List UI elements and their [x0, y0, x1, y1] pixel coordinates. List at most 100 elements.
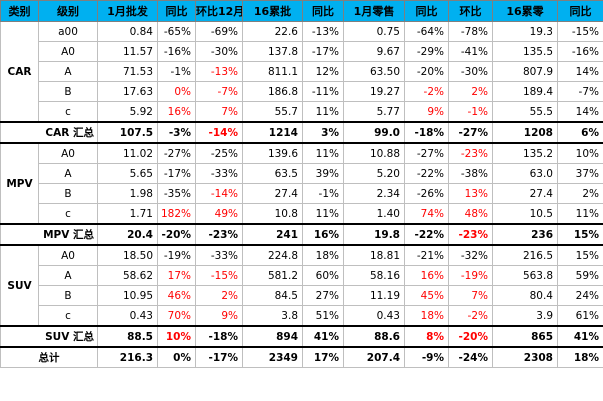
- subtotal-value-cell: -14%: [195, 121, 243, 144]
- subtotal-value-cell: -22%: [404, 223, 449, 246]
- subtotal-value-cell: -27%: [448, 121, 493, 144]
- value-cell: 2%: [195, 285, 243, 306]
- value-cell: 10.5: [492, 203, 558, 225]
- value-cell: 2.34: [343, 183, 405, 204]
- header-category: 类别: [0, 0, 39, 22]
- value-cell: 24%: [557, 285, 603, 306]
- value-cell: -19%: [448, 265, 493, 286]
- value-cell: 0.84: [97, 21, 158, 42]
- value-cell: -16%: [157, 41, 196, 62]
- value-cell: 48%: [448, 203, 493, 225]
- subtotal-value-cell: 865: [492, 325, 558, 348]
- value-cell: -33%: [195, 163, 243, 184]
- level-cell: A: [38, 163, 98, 184]
- level-cell: A: [38, 61, 98, 82]
- table-row: c 1.71 182% 49% 10.8 11% 1.40 74% 48% 10.5 11%: [1, 203, 603, 225]
- value-cell: 11.57: [97, 41, 158, 62]
- value-cell: 63.0: [492, 163, 558, 184]
- value-cell: 16%: [157, 101, 196, 123]
- subtotal-label: CAR 汇总: [0, 121, 98, 144]
- value-cell: -1%: [448, 101, 493, 123]
- subtotal-value-cell: 1214: [242, 121, 303, 144]
- value-cell: 55.7: [242, 101, 303, 123]
- value-cell: -1%: [302, 183, 344, 204]
- value-cell: 216.5: [492, 244, 558, 266]
- table-row: A 5.65 -17% -33% 63.5 39% 5.20 -22% -38% 63.0 37%: [1, 163, 603, 184]
- value-cell: 17%: [157, 265, 196, 286]
- value-cell: -65%: [157, 21, 196, 42]
- value-cell: 1.40: [343, 203, 405, 225]
- value-cell: -17%: [157, 163, 196, 184]
- table-row: B 1.98 -35% -14% 27.4 -1% 2.34 -26% 13% 27.4 2%: [1, 183, 603, 204]
- value-cell: 70%: [157, 305, 196, 327]
- value-cell: 563.8: [492, 265, 558, 286]
- total-value-cell: 2308: [492, 346, 558, 368]
- value-cell: -69%: [195, 21, 243, 42]
- level-cell: c: [38, 203, 98, 225]
- level-cell: c: [38, 305, 98, 327]
- total-value-cell: -24%: [448, 346, 493, 368]
- value-cell: 10.95: [97, 285, 158, 306]
- table-row: MPV A0 11.02 -27% -25% 139.6 11% 10.88 -27% -23% 1…: [0, 142, 603, 225]
- subtotal-value-cell: 6%: [557, 121, 603, 144]
- value-cell: 37%: [557, 163, 603, 184]
- value-cell: 12%: [302, 61, 344, 82]
- value-cell: 74%: [404, 203, 449, 225]
- subtotal-value-cell: 894: [242, 325, 303, 348]
- value-cell: 2%: [557, 183, 603, 204]
- table-body: CAR a00 0.84 -65% -69% 22.6 -13% 0.75 -64% -78% 19…: [0, 21, 603, 368]
- total-value-cell: 2349: [242, 346, 303, 368]
- value-cell: 58.16: [343, 265, 405, 286]
- category-cell: CAR: [0, 21, 39, 123]
- subtotal-value-cell: -18%: [195, 325, 243, 348]
- value-cell: -16%: [557, 41, 603, 62]
- subtotal-value-cell: 1208: [492, 121, 558, 144]
- value-cell: 5.65: [97, 163, 158, 184]
- value-cell: 63.50: [343, 61, 405, 82]
- value-cell: -27%: [157, 142, 196, 164]
- value-cell: -21%: [404, 244, 449, 266]
- subtotal-value-cell: -23%: [195, 223, 243, 246]
- value-cell: 11%: [302, 142, 344, 164]
- subtotal-value-cell: 88.5: [97, 325, 158, 348]
- subtotal-row: SUV 汇总 88.5 10% -18% 894 41% 88.6 8% -20% 865 41%: [0, 325, 603, 348]
- value-cell: 7%: [448, 285, 493, 306]
- header-2016-cumulative-wholesale: 16累批: [242, 0, 303, 22]
- header-jan-retail: 1月零售: [343, 0, 405, 22]
- value-cell: -19%: [157, 244, 196, 266]
- subtotal-value-cell: 41%: [302, 325, 344, 348]
- value-cell: 581.2: [242, 265, 303, 286]
- subtotal-value-cell: 3%: [302, 121, 344, 144]
- value-cell: -25%: [195, 142, 243, 164]
- value-cell: 10.88: [343, 142, 405, 164]
- value-cell: -29%: [404, 41, 449, 62]
- total-value-cell: 0%: [157, 346, 196, 368]
- value-cell: 55.5: [492, 101, 558, 123]
- value-cell: 811.1: [242, 61, 303, 82]
- header-level: 级别: [38, 0, 98, 22]
- table-row: c 5.92 16% 7% 55.7 11% 5.77 9% -1% 55.5 14%: [1, 101, 603, 123]
- subtotal-value-cell: 16%: [302, 223, 344, 246]
- table-row: CAR a00 0.84 -65% -69% 22.6 -13% 0.75 -64% -78% 19…: [0, 21, 603, 123]
- subtotal-value-cell: 99.0: [343, 121, 405, 144]
- value-cell: -20%: [404, 61, 449, 82]
- subtotal-label: MPV 汇总: [0, 223, 98, 246]
- table-row: c 0.43 70% 9% 3.8 51% 0.43 18% -2% 3.9 61%: [1, 305, 603, 327]
- subtotal-value-cell: -23%: [448, 223, 493, 246]
- value-cell: 224.8: [242, 244, 303, 266]
- total-row: 总计 216.3 0% -17% 2349 17% 207.4 -9% -24% 2308 18%: [0, 346, 603, 368]
- value-cell: 18.81: [343, 244, 405, 266]
- value-cell: 5.20: [343, 163, 405, 184]
- level-cell: A0: [38, 41, 98, 62]
- total-value-cell: -9%: [404, 346, 449, 368]
- value-cell: 3.8: [242, 305, 303, 327]
- subtotal-value-cell: -18%: [404, 121, 449, 144]
- header-yoy-wholesale: 同比: [157, 0, 196, 22]
- value-cell: -14%: [195, 183, 243, 204]
- header-mom-dec: 环比12月: [195, 0, 243, 22]
- value-cell: -2%: [448, 305, 493, 327]
- value-cell: 11%: [302, 203, 344, 225]
- subtotal-label: SUV 汇总: [0, 325, 98, 348]
- value-cell: 16%: [404, 265, 449, 286]
- value-cell: 0%: [157, 81, 196, 102]
